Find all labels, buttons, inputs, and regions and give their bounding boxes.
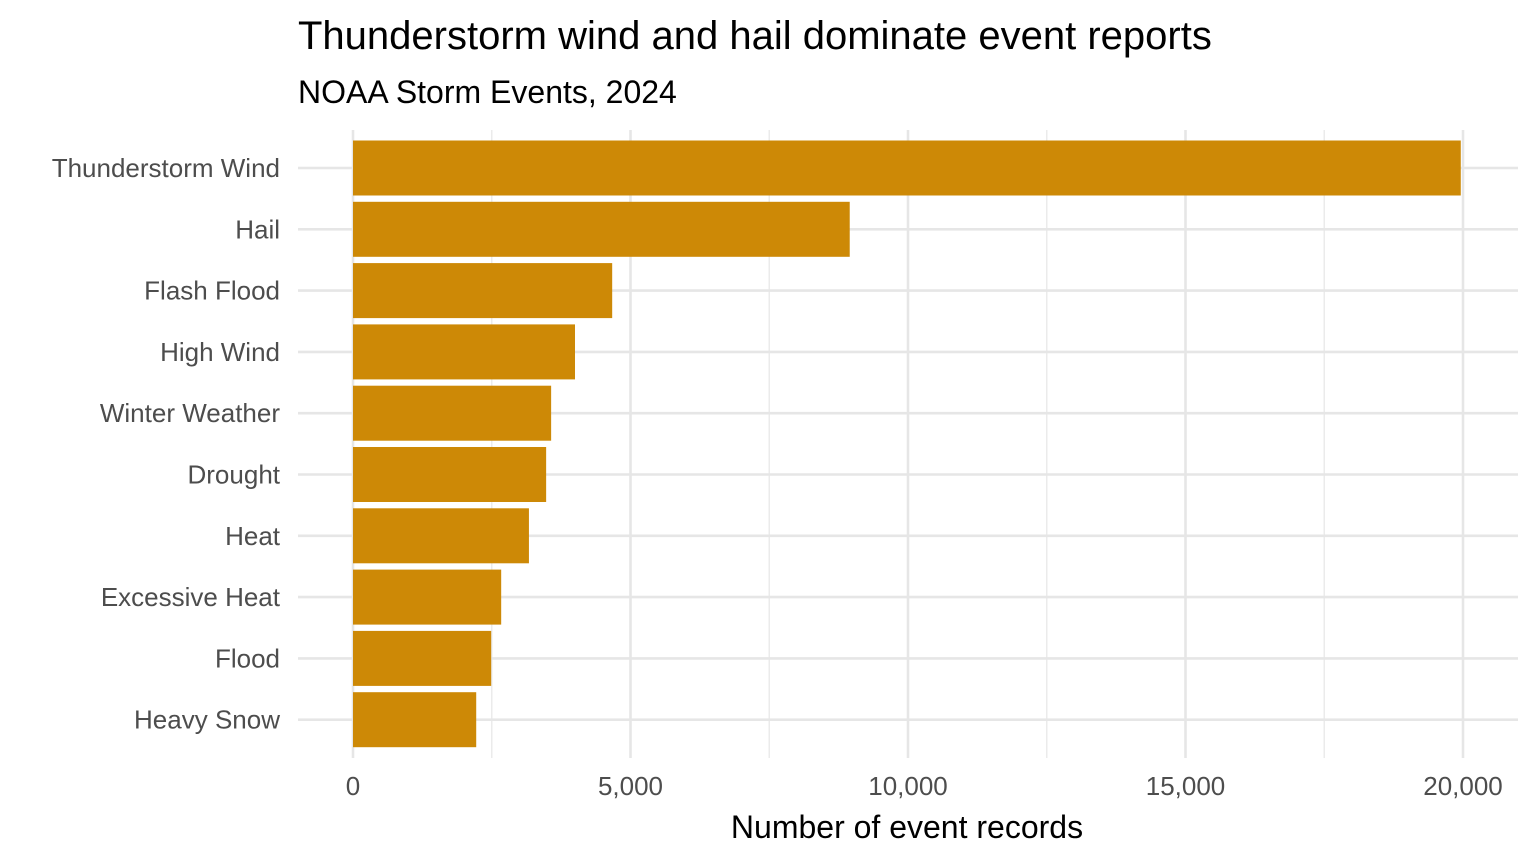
x-axis-title: Number of event records — [731, 809, 1083, 845]
x-tick-label: 0 — [346, 771, 360, 801]
y-tick-label: High Wind — [160, 337, 280, 367]
x-tick-label: 5,000 — [598, 771, 663, 801]
bar — [353, 508, 529, 564]
y-tick-label: Flood — [215, 643, 280, 673]
chart-subtitle: NOAA Storm Events, 2024 — [298, 74, 677, 110]
bar — [353, 569, 502, 625]
bar — [353, 692, 477, 748]
bar — [353, 630, 492, 686]
bar — [353, 263, 613, 319]
y-tick-label: Hail — [235, 214, 280, 244]
x-tick-label: 20,000 — [1423, 771, 1503, 801]
y-tick-label: Excessive Heat — [101, 582, 281, 612]
bar — [353, 201, 850, 257]
bar — [353, 385, 552, 441]
x-tick-label: 10,000 — [868, 771, 948, 801]
y-tick-label: Drought — [188, 460, 281, 490]
y-tick-label: Thunderstorm Wind — [52, 153, 280, 183]
bar — [353, 447, 547, 502]
y-axis-labels: Thunderstorm Wind Hail Flash Flood High Win… — [52, 153, 281, 735]
chart-title: Thunderstorm wind and hail dominate even… — [298, 14, 1212, 58]
x-axis-labels: 0 5,000 10,000 15,000 20,000 — [346, 771, 1503, 801]
y-tick-label: Flash Flood — [144, 276, 280, 306]
x-tick-label: 15,000 — [1146, 771, 1226, 801]
y-tick-label: Winter Weather — [100, 398, 280, 428]
y-tick-label: Heavy Snow — [134, 705, 280, 735]
bars — [353, 140, 1461, 748]
bar — [353, 324, 575, 380]
y-tick-label: Heat — [225, 521, 281, 551]
bar — [353, 140, 1461, 196]
